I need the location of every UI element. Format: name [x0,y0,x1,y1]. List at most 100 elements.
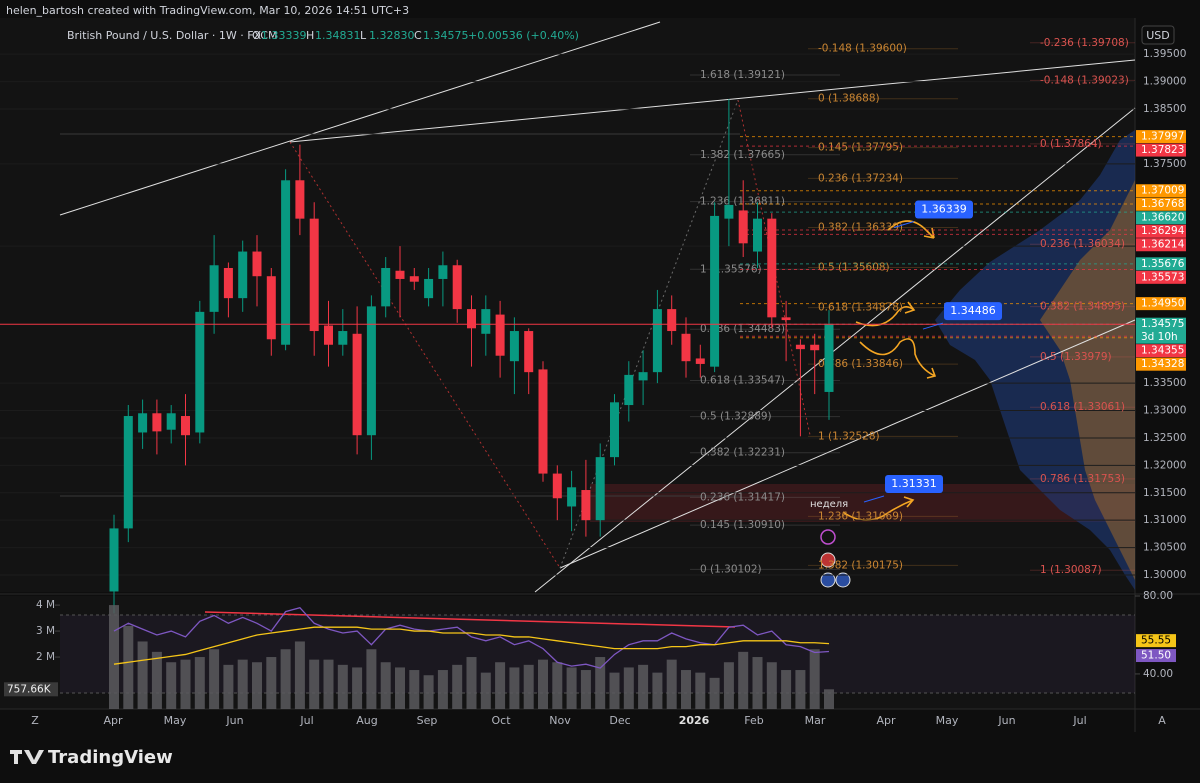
volume-bar [380,662,391,709]
trendline [534,107,1136,593]
volume-bar [709,677,720,709]
fib-label: 0 (1.38688) [818,93,880,105]
scale-toggle[interactable]: Z [31,714,39,727]
volume-bar [666,659,677,709]
fib-label: 1 (1.30087) [1040,564,1102,576]
candle-body [753,218,762,252]
rsi-tag-label: 51.50 [1141,650,1171,662]
event-icon[interactable] [820,572,836,588]
price-tag-label: 1.34950 [1141,298,1184,310]
volume-bar [766,662,777,709]
volume-bar [809,649,820,709]
callout-label: 1.31331 [891,477,937,490]
rsi-tag-label: 55.55 [1141,635,1171,647]
fib-label: 0.786 (1.31753) [1040,473,1125,485]
candle-body [824,324,834,392]
ohlc-value: 1.34831 [315,29,361,42]
countdown: 3d 10h [1141,331,1178,343]
candle-body [581,490,591,521]
currency-button[interactable] [1141,25,1175,45]
fib-connector [559,99,739,569]
candle-body [681,333,691,362]
candle-body [509,331,519,362]
candle-body [667,309,677,332]
event-icon[interactable] [820,552,836,568]
price-tag [1136,184,1186,198]
x-tick-label: May [164,714,187,727]
y-tick-label: 1.37500 [1143,158,1186,170]
price-tag [1136,270,1186,284]
y-tick-label: 1.39000 [1143,76,1186,88]
price-tag [1136,238,1186,252]
price-tag-label: 1.37823 [1141,144,1184,156]
price-tag-label: 1.35573 [1141,271,1184,283]
fib-label: 1.382 (1.37665) [700,149,785,161]
volume-bar [109,605,119,709]
callout-pointer [893,221,915,228]
fib-label: 0 (1.37864) [1040,138,1102,150]
currency[interactable]: USD [1146,29,1170,42]
callout-pointer [922,322,944,330]
volume-bar [695,672,706,709]
volume-bar [466,657,477,709]
fib-label: 0.5 (1.35608) [818,262,890,274]
divergence-line [204,611,736,628]
auto-scale[interactable]: A [1158,714,1166,727]
x-tick-label: Jun [225,714,243,727]
volume-bar [538,659,548,709]
candle-body [452,265,462,310]
volume-bar [509,667,520,709]
candle-body [467,309,476,329]
fib-label: 0.382 (1.36339) [818,221,903,233]
volume-bar [552,662,563,709]
volume-bar [252,662,262,709]
volume-bar [824,689,834,709]
price-tag-label: 1.35676 [1141,258,1185,270]
volume-bar [366,649,377,709]
fib-label: 0.382 (1.32231) [700,447,785,459]
candle-body [166,413,176,430]
x-tick-label: Oct [491,714,511,727]
candle-body [209,265,219,312]
candle-body [638,372,648,381]
candle-body [438,265,448,279]
candle-body [281,180,291,345]
volume-bar [752,657,763,709]
candle-body [181,416,190,436]
price-tag-label: 1.34575 [1141,318,1184,330]
x-tick-label: Jun [997,714,1015,727]
fib-label: 0.618 (1.34878) [818,302,903,314]
candle-body [152,413,162,432]
x-tick-label: Apr [103,714,123,727]
rsi-tag [1136,634,1176,648]
candle-body [424,278,434,299]
callout-label: 1.34486 [950,304,996,317]
candle-body [710,215,720,367]
y-tick-label: 1.31000 [1143,514,1186,526]
volume-bar [194,657,205,709]
event-icon[interactable] [835,572,851,588]
volume-profile-overlay [1040,180,1135,580]
candle-body [624,374,634,406]
candle-body [338,331,348,345]
volume-tag-label: 757.66K [7,683,52,695]
x-tick-label: Dec [609,714,630,727]
y-tick-label: 1.30000 [1143,569,1186,581]
event-icon[interactable] [820,529,836,545]
fib-label: 0.618 (1.33061) [1040,401,1125,413]
candle-body [567,487,577,507]
candle-body [495,314,505,356]
callout-pointer [863,495,885,503]
rsi-line [113,626,830,665]
volume-bar [723,662,734,709]
candle-body [366,306,376,436]
x-tick-label: Mar [805,714,826,727]
arrow [855,301,916,327]
ohlc-key: C [414,29,422,42]
price-tag [1136,211,1186,225]
ohlc-value: 1.33339 [261,29,307,42]
note: неделя [810,499,848,510]
volume-profile [935,130,1135,590]
volume-bar [452,664,463,709]
volume-bar [123,625,134,709]
